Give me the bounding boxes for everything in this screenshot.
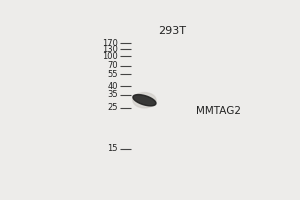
Text: 35: 35 (107, 90, 118, 99)
Text: MMTAG2: MMTAG2 (196, 106, 241, 116)
Text: 15: 15 (107, 144, 118, 153)
Polygon shape (133, 95, 156, 106)
Text: 130: 130 (102, 45, 118, 54)
Text: 170: 170 (102, 39, 118, 48)
Ellipse shape (133, 93, 156, 108)
Text: 70: 70 (107, 61, 118, 70)
Text: 25: 25 (107, 103, 118, 112)
Text: 100: 100 (102, 52, 118, 61)
Text: 40: 40 (107, 82, 118, 91)
Text: 55: 55 (107, 70, 118, 79)
Text: 293T: 293T (158, 26, 186, 36)
